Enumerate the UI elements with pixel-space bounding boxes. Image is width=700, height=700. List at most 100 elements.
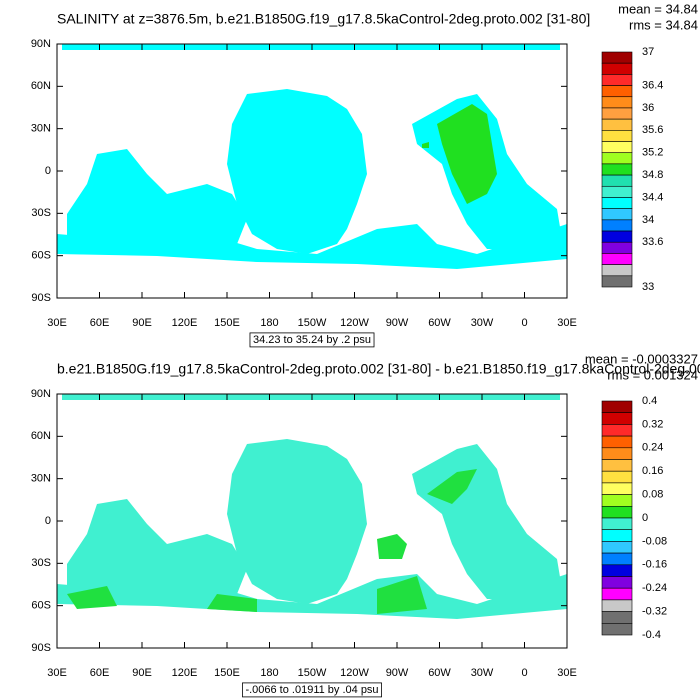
colorbar-label: -0.32 <box>642 606 667 618</box>
lat-label: 0 <box>45 515 51 527</box>
contour-info: -.0066 to .01911 by .04 psu <box>245 684 378 696</box>
colorbar-label: 35.2 <box>642 147 663 159</box>
contour-info-box <box>249 332 375 348</box>
lon-label: 150E <box>214 667 240 679</box>
stat: mean = 34.84 <box>618 1 698 16</box>
colorbar-box <box>601 241 633 254</box>
lon-label: 180 <box>260 317 278 329</box>
colorbar-box <box>601 611 633 624</box>
colorbar-box <box>601 230 633 243</box>
lon-label: 0 <box>521 317 527 329</box>
colorbar-label: -0.08 <box>642 535 667 547</box>
colorbar-box <box>601 107 633 120</box>
lat-label: 90N <box>31 38 51 50</box>
colorbar-label: 0.24 <box>642 442 663 454</box>
colorbar-box <box>601 152 633 165</box>
colorbar-box <box>601 163 633 176</box>
colorbar-box <box>601 74 633 86</box>
colorbar-box <box>601 552 633 566</box>
colorbar-box <box>601 599 633 612</box>
panel-title: SALINITY at z=3876.5m, b.e21.B1850G.f19_… <box>57 11 590 27</box>
colorbar-box <box>601 264 633 277</box>
lon-label: 0 <box>521 667 527 679</box>
colorbar-box <box>601 424 633 437</box>
colorbar-box <box>601 541 633 554</box>
colorbar-box <box>601 208 633 221</box>
stat: mean = -0.0003327 <box>585 351 698 366</box>
lon-label: 30W <box>471 667 494 679</box>
colorbar-label: 34.4 <box>642 191 663 203</box>
ocean-patch <box>67 586 117 609</box>
lon-label: 150W <box>298 667 327 679</box>
colorbar-label: 34 <box>642 214 654 226</box>
ocean-patch <box>437 104 497 204</box>
colorbar-box <box>601 517 633 530</box>
colorbar-box <box>601 400 633 413</box>
map: 90N 60N 30N 0 30S 60S 90S 30E 60E 90E 120E 150E 180 1… <box>31 38 577 329</box>
colorbar-box <box>601 576 633 589</box>
lat-label: 90N <box>31 388 51 400</box>
colorbar-label: 0.32 <box>642 418 663 430</box>
lon-label: 30E <box>47 317 67 329</box>
colorbar-label: -0.16 <box>642 559 667 571</box>
contour-info-box <box>242 682 382 698</box>
lon-label: 60W <box>428 667 451 679</box>
ocean-patch <box>377 576 427 614</box>
colorbar-box <box>601 96 633 109</box>
lon-label: 120W <box>340 317 369 329</box>
colorbar-label: 36.4 <box>642 79 663 91</box>
colorbar-box <box>601 219 633 232</box>
colorbar-label: -0.24 <box>642 582 667 594</box>
colorbar-box <box>601 118 633 131</box>
colorbar-box <box>601 253 633 265</box>
lon-label: 90E <box>132 317 152 329</box>
lon-label: 120E <box>172 317 198 329</box>
lat-label: 60N <box>31 430 51 442</box>
lon-label: 30E <box>557 317 577 329</box>
colorbar-label: 0.16 <box>642 465 663 477</box>
lon-label: 150E <box>214 317 240 329</box>
colorbar-box <box>601 62 633 75</box>
ocean-patch <box>377 534 407 559</box>
contour-info: 34.23 to 35.24 by .2 psu <box>253 334 371 346</box>
colorbar-box <box>601 185 633 198</box>
colorbar-box <box>601 482 633 495</box>
colorbar-box <box>601 275 633 288</box>
lon-label: 90W <box>386 667 409 679</box>
lat-label: 30S <box>31 557 51 569</box>
lat-label: 60S <box>31 600 51 612</box>
colorbar-box <box>601 505 633 519</box>
lat-label: 30N <box>31 123 51 135</box>
colorbar-box <box>601 470 633 484</box>
lon-label: 30E <box>557 667 577 679</box>
colorbar-box <box>601 141 633 154</box>
lon-label: 60E <box>90 317 110 329</box>
colorbar-box <box>601 494 633 507</box>
colorbar-box <box>601 587 633 601</box>
panel: SALINITY at z=3876.5m, b.e21.B1850G.f19_… <box>31 1 698 348</box>
lat-label: 90S <box>31 292 51 304</box>
lat-label: 30N <box>31 473 51 485</box>
lon-label: 120W <box>340 667 369 679</box>
colorbar-label: -0.4 <box>642 629 661 641</box>
colorbar-label: 33.6 <box>642 236 663 248</box>
lon-label: 180 <box>260 667 278 679</box>
map: 90N 60N 30N 0 30S 60S 90S 30E 60E 90E 120E 150E 180 1… <box>31 388 577 679</box>
ocean-patch <box>207 594 257 612</box>
colorbar-box <box>601 51 633 64</box>
lon-label: 90E <box>132 667 152 679</box>
colorbar-label: 0 <box>642 512 648 524</box>
ocean-patch <box>422 142 429 148</box>
colorbar-box <box>601 174 633 187</box>
lat-label: 30S <box>31 207 51 219</box>
colorbar-label: 0.08 <box>642 489 663 501</box>
stat: rms = 0.001324 <box>607 367 698 382</box>
ocean-patch <box>427 469 477 504</box>
lon-label: 60E <box>90 667 110 679</box>
stat: rms = 34.84 <box>629 17 698 32</box>
colorbar-label: 33 <box>642 281 654 293</box>
colorbar-box <box>601 622 633 636</box>
colorbar-box <box>601 197 633 209</box>
lat-label: 60S <box>31 250 51 262</box>
